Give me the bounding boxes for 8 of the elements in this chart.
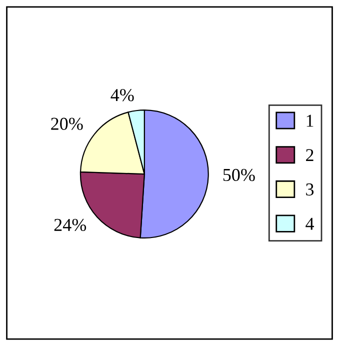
data-label: 24%	[54, 218, 86, 232]
legend-label: 4	[306, 218, 314, 230]
legend-label: 2	[306, 149, 314, 162]
data-label: 50%	[223, 168, 255, 182]
data-label: 20%	[51, 118, 83, 130]
legend-label: 3	[306, 183, 314, 196]
data-label: 4%	[110, 89, 134, 102]
legend-label: 1	[306, 114, 314, 127]
